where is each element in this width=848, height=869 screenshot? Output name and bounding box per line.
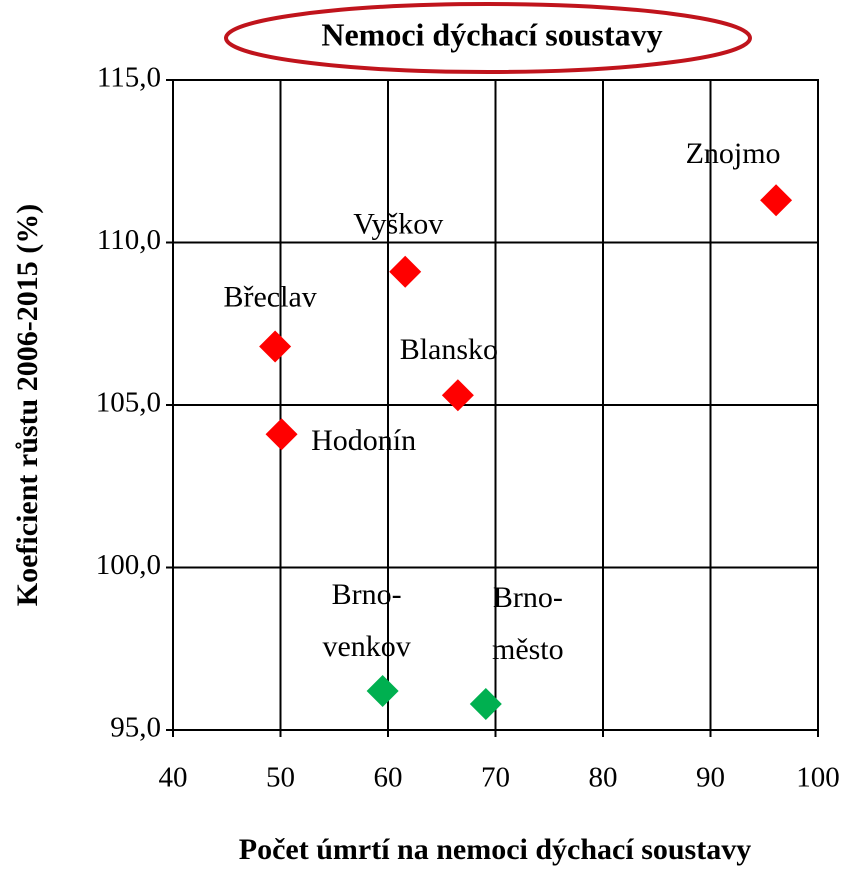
point-label: Brno- [332,578,402,611]
y-tick-label: 110,0 [97,224,161,256]
point [441,379,474,412]
point-label: venkov [322,630,410,663]
point-label: Znojmo [686,137,781,170]
point-label: Hodonín [311,424,416,457]
y-tick-label: 100,0 [96,549,161,581]
x-tick-label: 100 [796,762,840,794]
x-tick-label: 70 [481,762,510,794]
point-label: Vyškov [353,208,443,241]
point [760,184,793,217]
y-tick-label: 115,0 [97,62,161,94]
y-axis-label: Koeficient růstu 2006-2015 (%) [11,204,44,606]
y-tick-label: 105,0 [96,387,161,419]
point [265,418,298,451]
y-tick-label: 95,0 [110,712,161,744]
point [366,675,399,707]
point [389,255,422,288]
point [469,688,502,720]
x-tick-label: 60 [374,762,403,794]
x-axis-label: Počet úmrtí na nemoci dýchací soustavy [239,833,751,866]
title-frame [224,2,752,74]
x-tick-label: 50 [266,762,295,794]
point [259,330,292,363]
point-label: Brno- [493,581,563,614]
x-tick-label: 80 [589,762,618,794]
chart-title: Nemoci dýchací soustavy [321,16,662,52]
x-tick-label: 90 [696,762,725,794]
x-tick-label: 40 [159,762,188,794]
point-label: město [492,633,564,666]
point-label: Blansko [400,333,498,366]
point-label: Břeclav [223,280,316,313]
